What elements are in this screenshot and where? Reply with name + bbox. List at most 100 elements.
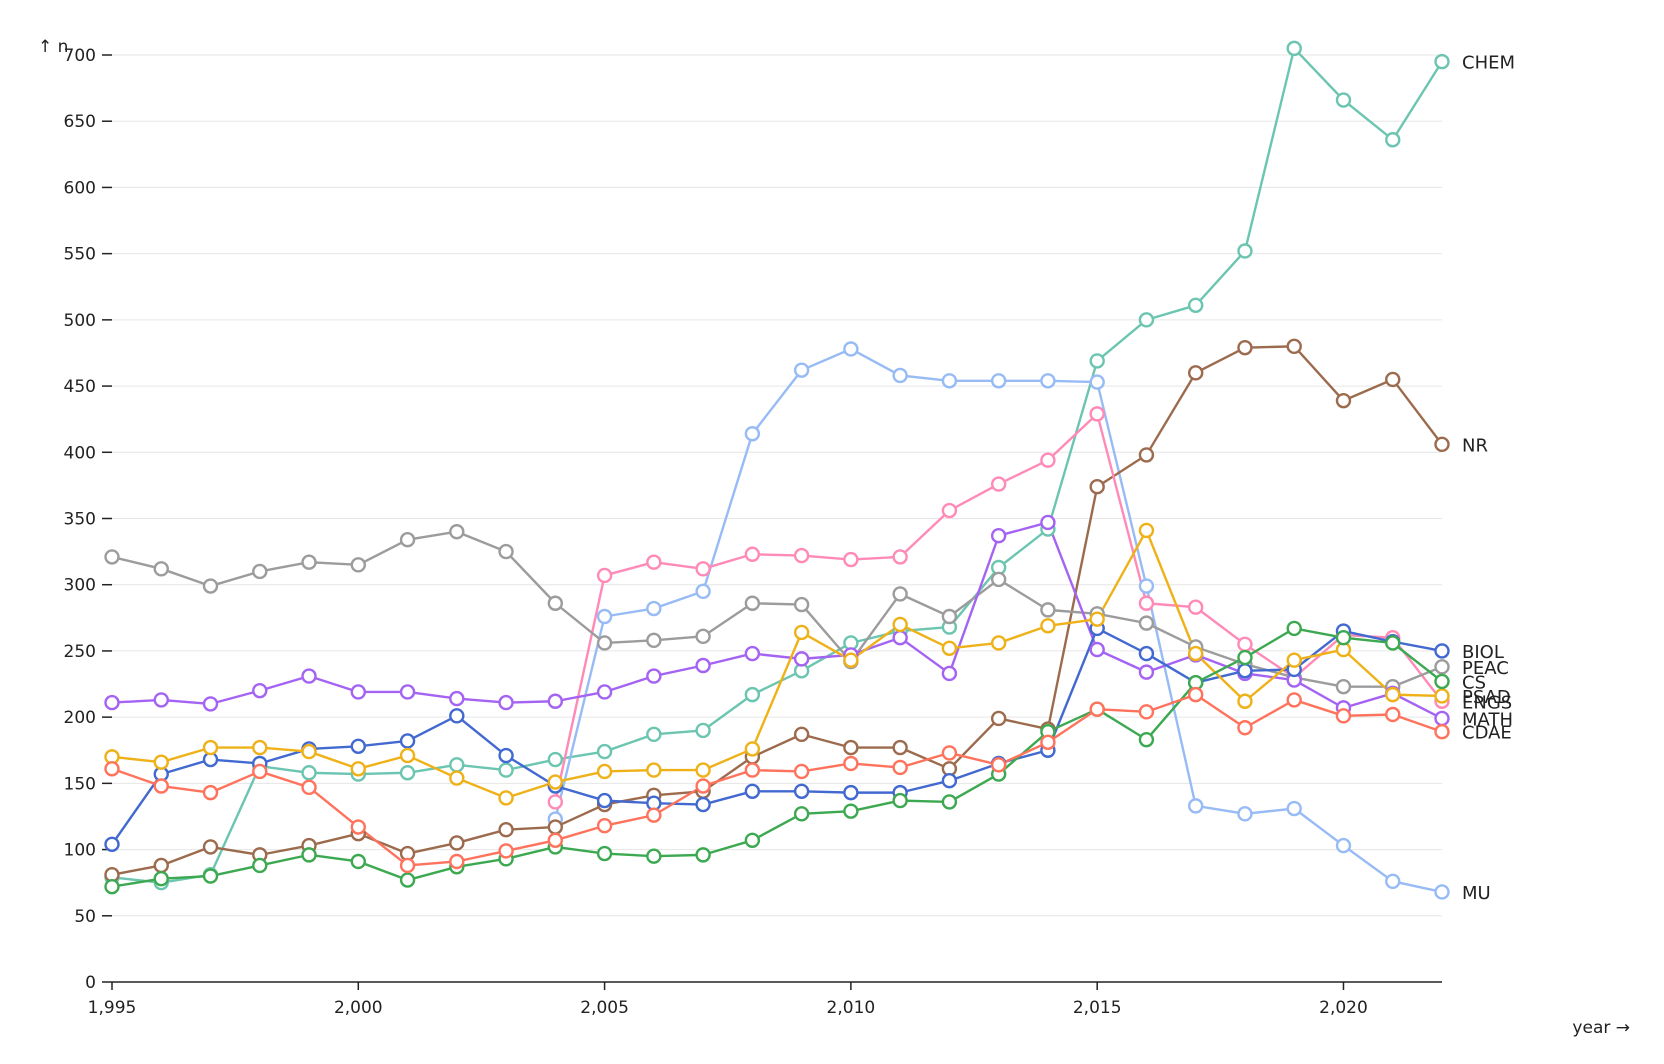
point-chem-1999 [301, 765, 317, 781]
x-tick-label-2010: 2,010 [827, 998, 876, 1018]
point-peac-2009 [793, 596, 810, 613]
point-peac-2002 [449, 524, 465, 540]
point-peac-2013 [990, 571, 1007, 588]
point-cs-2021 [1385, 635, 1401, 651]
point-mu-2008 [744, 426, 761, 442]
point-psad-2017 [1187, 645, 1204, 662]
point-math-2008 [744, 645, 761, 662]
point-cs-2012 [941, 794, 958, 810]
point-mu-2015 [1089, 374, 1105, 390]
point-chem-2005 [596, 743, 613, 760]
point-chem-2020 [1335, 92, 1352, 108]
x-axis-ticks: 1,995 2,000 2,005 2,010 2,015 2,020 [88, 982, 1368, 1018]
point-psad-2014 [1040, 618, 1056, 634]
point-nr-2010 [843, 739, 859, 756]
point-chem-2007 [695, 722, 711, 739]
end-label-chem: CHEM [1462, 53, 1515, 74]
series-line-psad [110, 529, 1444, 800]
point-psad-2019 [1286, 652, 1302, 668]
point-engs-2004 [547, 794, 564, 810]
y-tick-label-350: 350 [64, 510, 96, 530]
point-mu-2014 [1040, 373, 1056, 389]
point-cs-2010 [843, 803, 859, 819]
point-peac-1996 [153, 561, 169, 577]
point-math-2014 [1040, 514, 1056, 531]
point-peac-2014 [1040, 602, 1056, 618]
point-engs-2012 [941, 502, 958, 519]
point-mu-2019 [1286, 800, 1302, 817]
point-cdae-2018 [1237, 720, 1253, 736]
point-cs-2016 [1138, 731, 1155, 748]
end-label-mu: MU [1462, 883, 1491, 904]
point-biol-2005 [596, 792, 613, 809]
point-math-2005 [596, 684, 613, 700]
point-cdae-1997 [202, 784, 219, 801]
point-psad-2009 [793, 624, 810, 641]
point-nr-2004 [547, 819, 564, 835]
point-nr-2019 [1286, 338, 1302, 355]
end-label-math: MATH [1462, 709, 1513, 730]
point-nr-2002 [449, 835, 465, 851]
point-peac-2000 [350, 557, 366, 573]
point-cdae-2010 [843, 755, 859, 772]
point-cdae-2021 [1385, 706, 1401, 723]
point-nr-1996 [153, 857, 169, 874]
point-psad-2000 [350, 761, 366, 777]
point-peac-2006 [646, 632, 662, 649]
point-mu-2006 [646, 600, 662, 617]
point-cdae-1996 [153, 778, 169, 794]
y-tick-label-650: 650 [64, 112, 96, 132]
y-tick-label-300: 300 [64, 576, 96, 596]
y-tick-label-500: 500 [64, 311, 96, 331]
point-nr-2020 [1335, 392, 1352, 409]
point-chem-2018 [1237, 243, 1253, 259]
point-cs-2000 [350, 853, 366, 870]
point-peac-2008 [744, 595, 761, 611]
point-peac-2003 [498, 543, 514, 560]
point-cs-2009 [793, 806, 810, 822]
y-tick-label-0: 0 [85, 973, 96, 993]
point-cs-2001 [399, 872, 416, 888]
point-peac-1999 [301, 554, 317, 570]
point-engs-2008 [744, 546, 761, 562]
point-cdae-2013 [990, 757, 1007, 773]
point-chem-2019 [1286, 40, 1302, 57]
point-cdae-2004 [547, 832, 564, 848]
y-tick-label-50: 50 [74, 907, 96, 927]
point-cs-2006 [646, 848, 662, 864]
point-psad-1997 [202, 739, 219, 756]
point-chem-2022 [1434, 53, 1450, 70]
point-cs-2018 [1237, 649, 1253, 666]
point-math-1997 [202, 696, 219, 712]
point-engs-2007 [695, 561, 711, 577]
point-peac-2016 [1138, 615, 1155, 631]
series-line-nr [110, 345, 1444, 876]
point-engs-2018 [1237, 636, 1253, 653]
point-cdae-2020 [1335, 708, 1352, 724]
point-biol-2016 [1138, 645, 1155, 662]
series-line-chem [110, 47, 1444, 884]
point-math-2006 [646, 668, 662, 684]
point-engs-2014 [1040, 452, 1056, 468]
point-cdae-2017 [1187, 686, 1204, 703]
point-math-1996 [153, 692, 169, 708]
point-cdae-2015 [1089, 701, 1105, 717]
point-math-1998 [252, 682, 268, 699]
y-axis-ticks: 0 50 100 150 200 250 300 350 400 450 500 550 600 650 7… [64, 46, 112, 993]
point-mu-2016 [1138, 578, 1155, 594]
point-nr-2021 [1385, 371, 1401, 388]
point-mu-2009 [793, 362, 810, 378]
point-chem-2004 [547, 751, 564, 768]
point-nr-2011 [892, 739, 908, 756]
point-cdae-1998 [252, 763, 268, 780]
point-cs-2011 [892, 792, 908, 809]
point-biol-2010 [843, 784, 859, 801]
point-psad-2004 [547, 774, 564, 790]
series-points [104, 40, 1450, 900]
point-nr-2022 [1434, 436, 1450, 453]
point-nr-2003 [498, 822, 514, 838]
point-psad-1998 [252, 739, 268, 756]
point-mu-2012 [941, 373, 958, 389]
y-tick-label-450: 450 [64, 377, 96, 397]
point-peac-2012 [941, 608, 958, 625]
